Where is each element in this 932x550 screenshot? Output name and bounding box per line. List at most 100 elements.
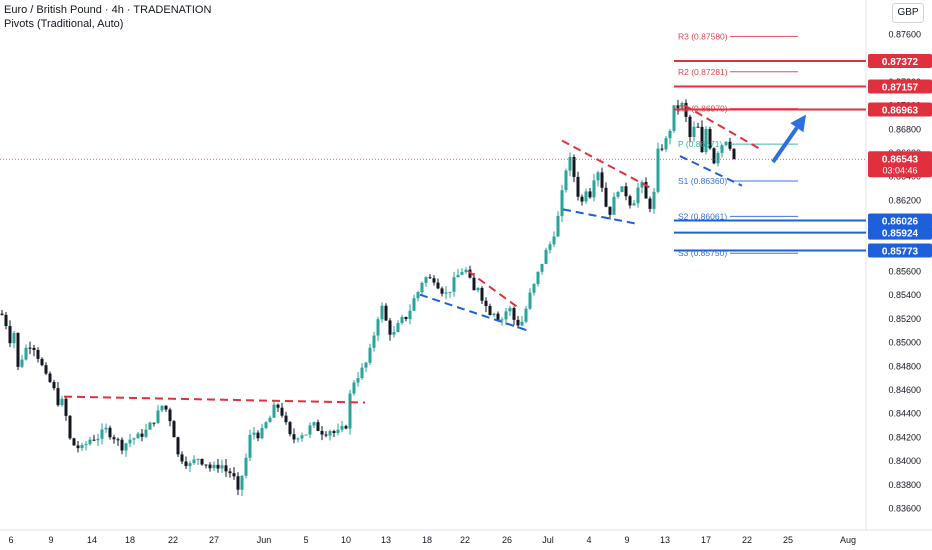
candle-body <box>356 378 360 383</box>
key-level-tag <box>868 225 932 240</box>
key-level-tag-label: 0.85924 <box>882 229 919 240</box>
candle-body <box>128 439 132 444</box>
candle-body <box>632 203 636 206</box>
candle-body <box>184 461 188 467</box>
y-tick-label: 0.84200 <box>888 432 921 442</box>
key-level-tag <box>868 213 932 228</box>
candle-body <box>660 148 664 150</box>
y-tick-label: 0.87600 <box>888 30 921 40</box>
x-tick-label: 17 <box>701 535 711 545</box>
candle-body <box>424 277 428 283</box>
candle-body <box>16 332 20 367</box>
candle-body <box>88 439 92 445</box>
candle-body <box>524 308 528 322</box>
candle-body <box>232 473 236 477</box>
candle-body <box>608 206 612 215</box>
x-tick-label: 22 <box>742 535 752 545</box>
x-tick-label: Aug <box>840 535 856 545</box>
key-level-tag-label: 0.85773 <box>882 246 919 257</box>
key-level-tag-label: 0.86026 <box>882 217 919 228</box>
candle-body <box>228 471 232 474</box>
candle-body <box>576 176 580 197</box>
candle-body <box>256 432 260 439</box>
pivot-label: S3 (0.85750) <box>678 248 727 258</box>
candle-body <box>264 422 268 429</box>
candle-body <box>664 138 668 150</box>
candle-body <box>612 196 616 215</box>
candle-body <box>328 431 332 436</box>
candle-body <box>620 186 624 193</box>
trend-line <box>63 395 366 404</box>
candle-body <box>500 319 504 321</box>
key-level-tag <box>868 102 932 117</box>
candle-body <box>288 422 292 435</box>
candle-body <box>720 145 724 153</box>
y-tick-label: 0.84000 <box>888 456 921 466</box>
candle-body <box>132 438 136 440</box>
candle-body <box>192 459 196 464</box>
candle-body <box>92 439 96 441</box>
candle-body <box>436 282 440 289</box>
candle-body <box>544 249 548 264</box>
candle-body <box>484 300 488 306</box>
candle-body <box>212 464 216 469</box>
candle-body <box>180 454 184 462</box>
key-level-tag <box>868 243 932 258</box>
y-tick-label: 0.85400 <box>888 290 921 300</box>
candle-body <box>72 438 76 446</box>
candle-body <box>604 187 608 207</box>
candle-body <box>572 157 576 177</box>
candle-body <box>352 382 356 394</box>
candle-body <box>36 349 40 359</box>
candle-body <box>452 277 456 292</box>
candle-body <box>216 464 220 469</box>
x-tick-label: 4 <box>586 535 591 545</box>
x-tick-label: 18 <box>125 535 135 545</box>
candle-body <box>548 244 552 250</box>
candle-body <box>348 393 352 429</box>
candle-body <box>592 180 596 198</box>
symbol-title[interactable]: Euro / British Pound · 4h · TRADENATION <box>4 4 212 16</box>
candle-body <box>76 445 80 449</box>
candle-body <box>400 316 404 324</box>
trend-line <box>562 208 637 225</box>
key-level-tag <box>868 79 932 94</box>
candle-body <box>28 347 32 349</box>
x-tick-label: 10 <box>341 535 351 545</box>
candle-body <box>344 426 348 429</box>
y-tick-label: 0.85200 <box>888 314 921 324</box>
candle-body <box>652 191 656 209</box>
candle-body <box>704 129 708 153</box>
candle-body <box>580 196 584 202</box>
candle-body <box>624 186 628 197</box>
candle-body <box>728 141 732 149</box>
candle-body <box>404 316 408 320</box>
candle-body <box>336 429 340 434</box>
candle-body <box>420 282 424 293</box>
candle-body <box>176 437 180 455</box>
candle-body <box>556 216 560 237</box>
x-tick-label: 9 <box>624 535 629 545</box>
indicator-title[interactable]: Pivots (Traditional, Auto) <box>4 18 124 30</box>
candle-body <box>692 126 696 137</box>
candle-body <box>368 347 372 363</box>
candle-body <box>372 335 376 348</box>
candle-body <box>188 463 192 467</box>
candle-body <box>280 407 284 416</box>
candle-body <box>696 126 700 128</box>
candle-body <box>32 347 36 350</box>
key-level-tag <box>868 54 932 69</box>
currency-button[interactable]: GBP <box>892 3 924 23</box>
candle-body <box>384 305 388 321</box>
candle-body <box>160 405 164 411</box>
candle-body <box>416 292 420 299</box>
candle-body <box>448 291 452 293</box>
candle-body <box>464 269 468 272</box>
x-tick-label: 14 <box>87 535 97 545</box>
candle-body <box>600 172 604 188</box>
y-tick-label: 0.85000 <box>888 338 921 348</box>
candle-body <box>268 417 272 423</box>
trend-line <box>683 104 763 151</box>
candle-body <box>324 434 328 436</box>
